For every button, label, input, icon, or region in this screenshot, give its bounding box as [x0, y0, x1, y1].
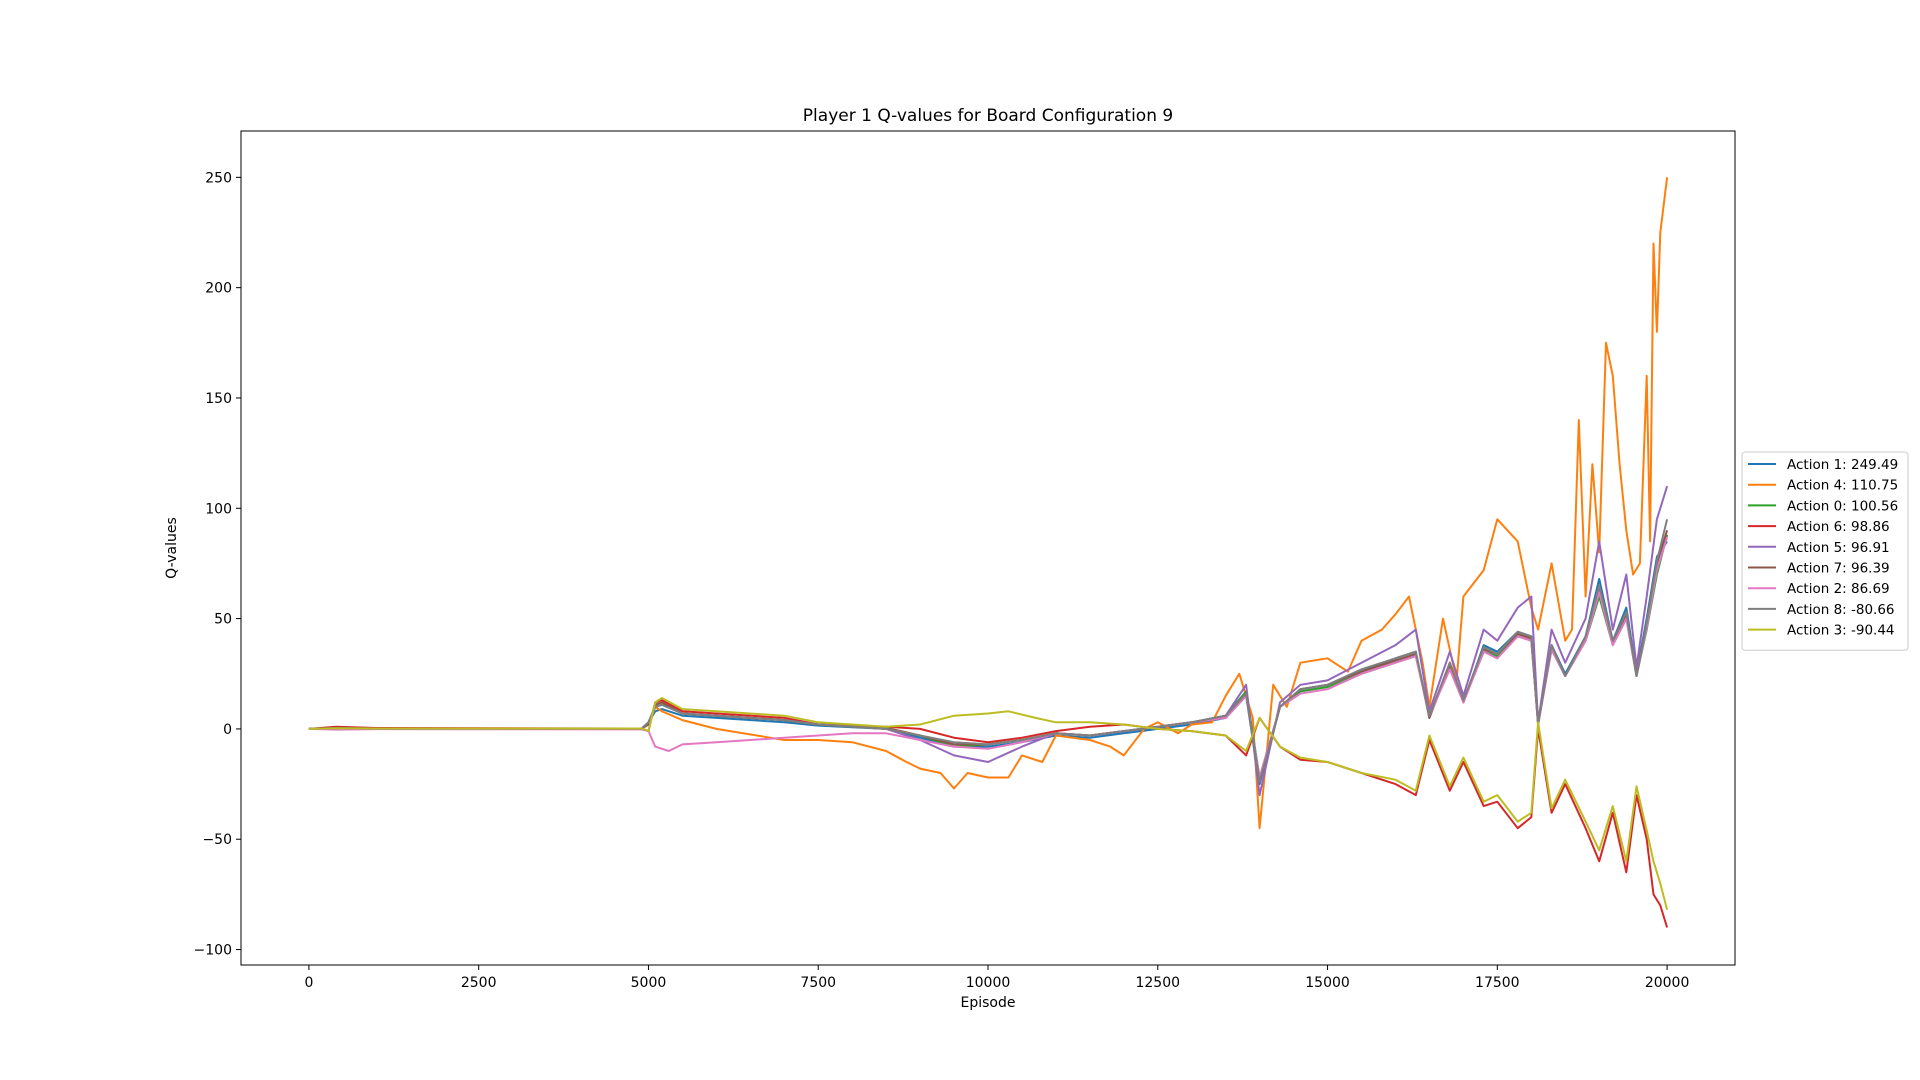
chart-title: Player 1 Q-values for Board Configuratio… [803, 106, 1173, 126]
legend-label: Action 4: 110.75 [1787, 478, 1898, 494]
x-tick-label: 2500 [461, 975, 497, 991]
y-tick-label: 150 [205, 391, 232, 407]
x-tick-label: 10000 [966, 975, 1011, 991]
y-tick-label: 50 [214, 612, 232, 628]
legend-label: Action 0: 100.56 [1787, 498, 1898, 514]
legend-label: Action 3: -90.44 [1787, 623, 1895, 639]
legend-label: Action 6: 98.86 [1787, 519, 1890, 535]
legend-label: Action 2: 86.69 [1787, 581, 1890, 597]
x-tick-label: 15000 [1305, 975, 1350, 991]
x-tick-label: 5000 [631, 975, 667, 991]
series-line-8 [308, 697, 1669, 911]
x-tick-label: 17500 [1475, 975, 1520, 991]
y-tick-label: 250 [205, 170, 232, 186]
y-axis-label: Q-values [164, 517, 180, 579]
series-line-7 [308, 519, 1669, 783]
y-axis: −100 −50 0 50 100 150 200 250 [194, 170, 241, 959]
legend-label: Action 1: 249.49 [1787, 457, 1898, 473]
series-layer [308, 177, 1669, 928]
y-tick-label: 200 [205, 281, 232, 297]
x-tick-label: 20000 [1645, 975, 1690, 991]
legend-label: Action 8: -80.66 [1787, 602, 1895, 618]
y-tick-label: −100 [194, 943, 232, 959]
legend: Action 1: 249.49 Action 4: 110.75 Action 0… [1741, 451, 1909, 651]
y-tick-label: −50 [202, 832, 232, 848]
x-tick-label: 0 [304, 975, 313, 991]
x-axis-label: Episode [961, 995, 1016, 1011]
legend-box [1741, 451, 1909, 651]
x-tick-label: 7500 [800, 975, 836, 991]
legend-label: Action 7: 96.39 [1787, 561, 1890, 577]
x-axis: 0 2500 5000 7500 10000 12500 15000 17500 20000 [304, 965, 1689, 991]
y-tick-label: 0 [223, 722, 232, 738]
y-tick-label: 100 [205, 501, 232, 517]
series-line-1 [308, 177, 1669, 830]
x-tick-label: 12500 [1135, 975, 1180, 991]
legend-label: Action 5: 96.91 [1787, 540, 1890, 556]
